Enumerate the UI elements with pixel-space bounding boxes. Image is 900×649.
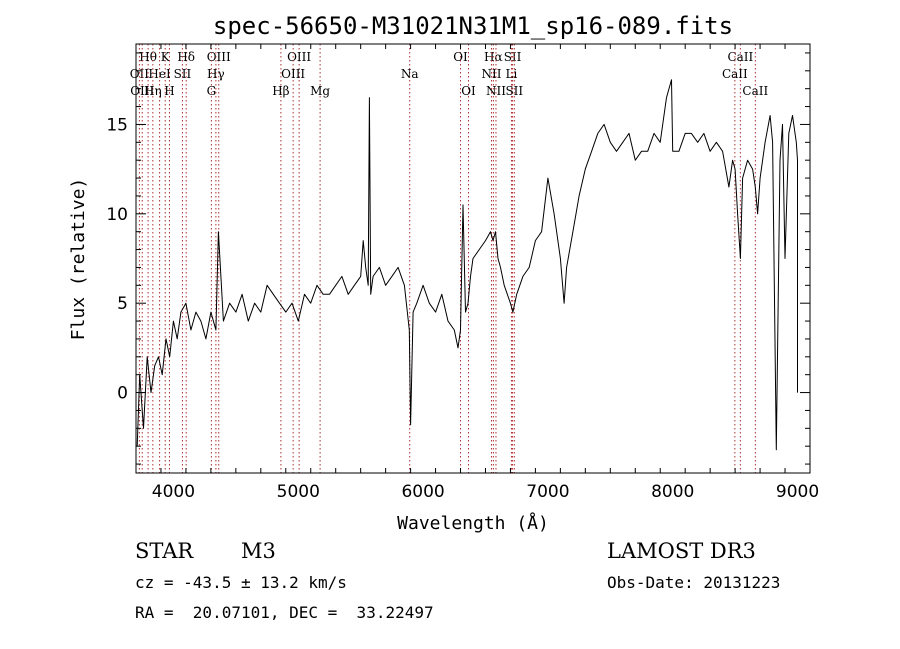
marker-label: Hδ (177, 50, 195, 64)
marker-label: SII (504, 50, 522, 64)
marker-label: NII (486, 84, 506, 98)
x-tick-label: 6000 (401, 482, 444, 502)
object-class: STAR (135, 539, 194, 563)
marker-label: CaII (722, 67, 748, 81)
x-tick-label: 5000 (277, 482, 320, 502)
marker-label: HeI (148, 67, 171, 81)
x-tick-label: 7000 (526, 482, 569, 502)
marker-label: H (164, 84, 174, 98)
observation-date: Obs-Date: 20131223 (607, 573, 781, 592)
marker-label: Hη (144, 84, 162, 98)
x-tick-label: 9000 (776, 482, 819, 502)
spectrum-series-line (136, 79, 798, 451)
marker-label: SII (174, 67, 192, 81)
marker-label: OIII (207, 50, 231, 64)
object-subclass: M3 (241, 539, 276, 563)
marker-label: Hβ (272, 84, 289, 98)
marker-label: CaII (742, 84, 768, 98)
y-tick-label: 15 (106, 115, 128, 135)
marker-label: OI (453, 50, 468, 64)
x-tick-label: 4000 (152, 482, 195, 502)
marker-label: G (207, 84, 217, 98)
y-axis-label: Flux (relative) (68, 178, 89, 341)
redshift-velocity: cz = -43.5 ± 13.2 km/s (135, 573, 347, 592)
y-tick-label: 5 (117, 294, 128, 314)
marker-label: K (161, 50, 171, 64)
x-axis-label: Wavelength (Å) (397, 512, 549, 534)
marker-label: CaII (727, 50, 753, 64)
coordinates: RA = 20.07101, DEC = 33.22497 (135, 603, 434, 622)
y-tick-label: 0 (117, 384, 128, 404)
marker-label: Li (506, 67, 518, 81)
marker-label: NII (481, 67, 501, 81)
y-tick-label: 10 (106, 205, 128, 225)
plot-frame (135, 43, 811, 474)
axes: 4000 5000 6000 7000 8000 9000 0 5 10 15 (106, 44, 819, 502)
marker-label: OIII (287, 50, 311, 64)
marker-label: Na (401, 67, 419, 81)
marker-label: OII (130, 67, 150, 81)
x-tick-label: 8000 (651, 482, 694, 502)
chart-title: spec-56650-M31021N31M1_sp16-089.fits (213, 12, 733, 40)
series-layer (136, 79, 798, 451)
marker-label: Hγ (207, 67, 225, 81)
survey-name: LAMOST DR3 (607, 539, 756, 563)
marker-label: OI (461, 84, 476, 98)
marker-label: Mg (310, 84, 330, 98)
marker-label: Hα (484, 50, 503, 64)
marker-label: SII (505, 84, 523, 98)
marker-label: OIII (281, 67, 305, 81)
